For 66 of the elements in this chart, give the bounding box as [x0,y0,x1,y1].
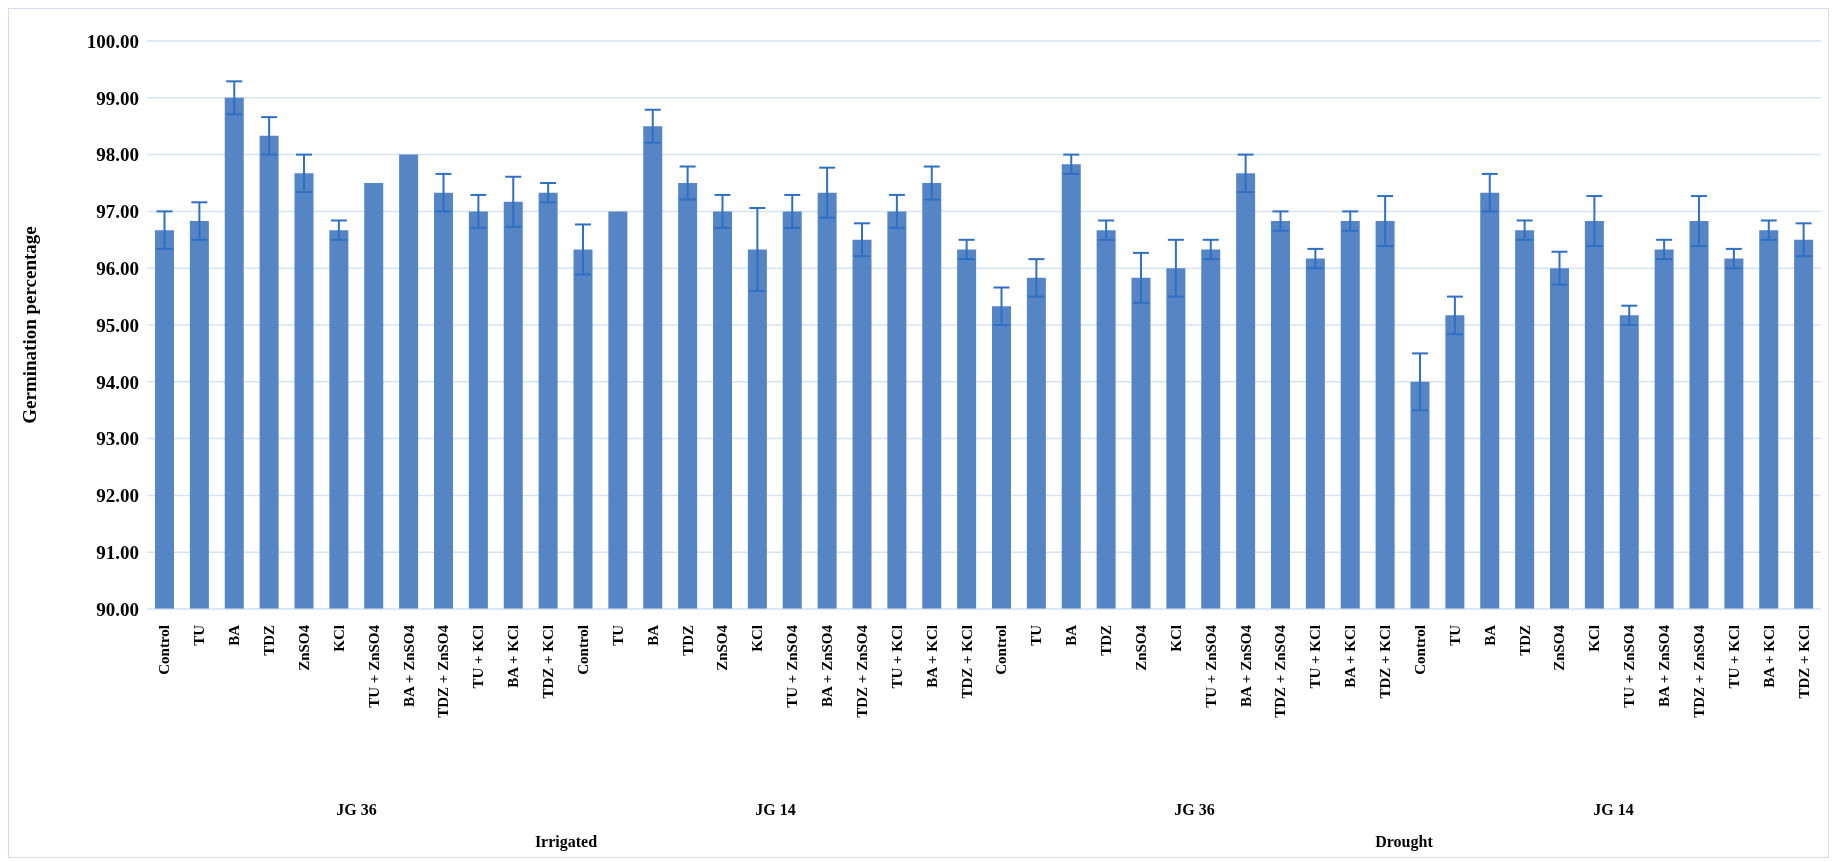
x-tick-label: TDZ + ZnSO4 [1272,624,1289,718]
x-tick-label: TDZ + KCl [540,625,557,699]
x-tick-label: TU [609,624,626,646]
x-tick-label: ZnSO4 [1551,624,1568,671]
y-tick-label: 92.00 [96,485,139,507]
x-tick-label: TDZ [679,625,696,656]
x-tick-label: KCl [330,625,347,652]
x-tick-label: TDZ + KCl [958,625,975,699]
text: JG 36 [1173,801,1216,819]
x-tick-label: TU [1446,624,1463,646]
x-tick-label: ZnSO4 [295,624,312,671]
x-tick-label: BA [1481,624,1498,646]
y-tick-label: 93.00 [96,428,139,450]
y-tick-label: 94.00 [96,371,139,393]
x-tick-label: TDZ [1516,625,1533,656]
x-tick-label: TU + ZnSO4 [365,624,382,708]
x-tick-label: Control [574,625,591,675]
x-tick-label: TU [191,624,208,646]
y-tick-label: 90.00 [96,598,139,620]
text: JG 14 [754,801,797,819]
x-tick-label: BA [226,624,243,646]
x-tick-label: TDZ + ZnSO4 [1690,624,1707,718]
y-tick-label: 96.00 [96,257,139,279]
x-tick-label: TU + ZnSO4 [1202,624,1219,708]
x-tick-label: BA + KCl [505,625,522,688]
x-tick-label: BA [1063,624,1080,646]
x-tick-label: TDZ [261,625,278,656]
x-tick-label: TDZ + ZnSO4 [853,624,870,718]
x-tick-label: BA + ZnSO4 [1237,624,1254,707]
x-tick-label: BA + ZnSO4 [400,624,417,707]
y-axis-title: Germination percentage [18,226,40,424]
x-tick-label: Control [1411,625,1428,675]
x-tick-label: ZnSO4 [1132,624,1149,671]
text: JG 14 [1592,801,1635,819]
y-tick-label: 100.00 [86,30,139,52]
x-tick-label: BA [644,624,661,646]
y-tick-label: 95.00 [96,314,139,336]
x-tick-label: TU [1028,624,1045,646]
x-tick-label: KCl [1167,625,1184,652]
x-tick-label: BA + KCl [923,625,940,688]
x-tick-label: KCl [1586,625,1603,652]
y-tick-label: 91.00 [96,541,139,563]
y-tick-label: 98.00 [96,144,139,166]
x-tick-label: BA + KCl [1760,625,1777,688]
x-tick-label: TU + KCl [1307,625,1324,689]
x-tick-label: TDZ + ZnSO4 [435,624,452,718]
x-tick-label: ZnSO4 [714,624,731,671]
x-tick-label: BA + ZnSO4 [1656,624,1673,707]
y-tick-label: 99.00 [96,87,139,109]
text: Drought [1374,833,1434,851]
text: JG 36 [335,801,378,819]
x-tick-label: TU + ZnSO4 [784,624,801,708]
x-tick-label: BA + KCl [1342,625,1359,688]
x-tick-label: TU + KCl [1725,625,1742,689]
x-tick-label: TDZ [1098,625,1115,656]
text: Irrigated [533,833,599,851]
x-tick-label: TU + KCl [470,625,487,689]
x-tick-label: TDZ + KCl [1377,625,1394,699]
x-tick-label: Control [156,625,173,675]
x-tick-label: TU + ZnSO4 [1621,624,1638,708]
x-tick-label: BA + ZnSO4 [819,624,836,707]
x-tick-label: KCl [749,625,766,652]
y-tick-label: 97.00 [96,201,139,223]
x-tick-label: Control [993,625,1010,675]
x-tick-label: TU + KCl [888,625,905,689]
x-tick-label: TDZ + KCl [1795,625,1812,699]
